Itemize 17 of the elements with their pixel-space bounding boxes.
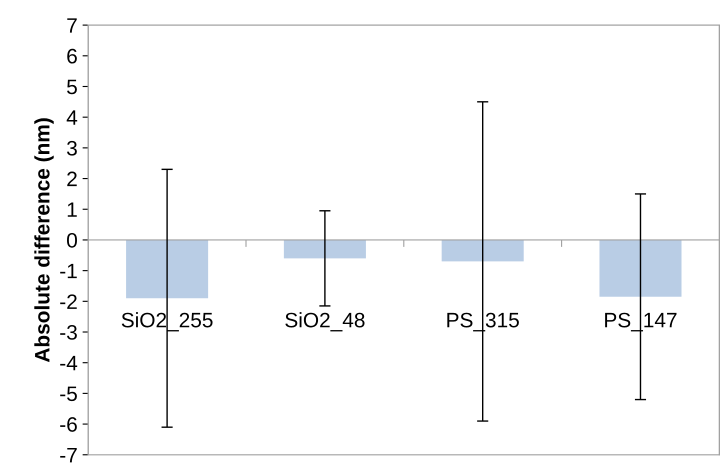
y-tick-label: -1 [60,264,77,278]
y-tick-label: 4 [66,110,78,125]
y-tick-label: -5 [60,386,77,402]
y-axis-title: Absolute difference (nm) [34,118,54,362]
y-tick-label: 3 [67,140,77,156]
y-tick-label: -3 [60,325,77,340]
y-tick-label: 6 [67,48,77,64]
y-tick-label: -4 [60,356,78,370]
y-tick-label: 2 [67,172,77,186]
y-tick-label: 1 [68,202,77,217]
y-tick-label: 0 [67,232,77,248]
y-tick-label: 7 [67,18,77,33]
y-tick-label: -6 [60,417,77,432]
x-tick-label: SiO2_48 [285,312,365,332]
y-tick-label: 5 [67,80,77,94]
y-tick-label: -7 [60,448,77,462]
y-tick-label: -2 [60,294,77,309]
